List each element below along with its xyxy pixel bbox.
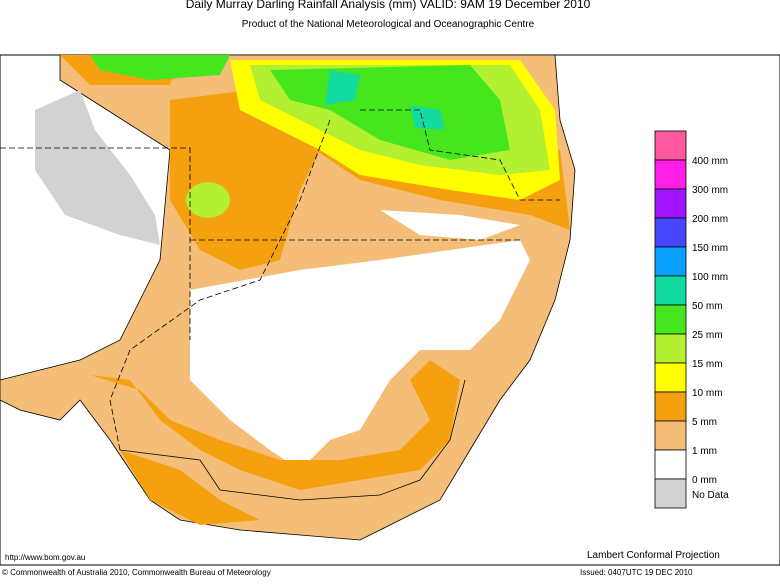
legend-label: 1 mm bbox=[692, 446, 717, 457]
basin-border bbox=[119, 379, 466, 501]
area-0mm bbox=[190, 240, 530, 470]
projection: Lambert Conformal Projection bbox=[587, 550, 720, 561]
source-url: http://www.bom.gov.au bbox=[5, 553, 85, 562]
legend: 400 mm 300 mm 200 mm 150 mm 100 mm 50 mm 25 mm… bbox=[654, 130, 729, 509]
area-50mm bbox=[325, 70, 445, 130]
subtitle: Product of the National Meteorological a… bbox=[242, 19, 535, 30]
legend-swatch bbox=[654, 333, 687, 364]
legend-label: 200 mm bbox=[692, 214, 728, 225]
legend-swatch bbox=[654, 217, 687, 248]
area-15mm bbox=[186, 182, 230, 218]
legend-label: 15 mm bbox=[692, 359, 723, 370]
legend-label: 25 mm bbox=[692, 330, 723, 341]
no-data-area bbox=[35, 90, 160, 245]
legend-label: 300 mm bbox=[692, 185, 728, 196]
legend-swatch bbox=[654, 246, 687, 277]
map bbox=[0, 54, 780, 566]
legend-swatch bbox=[654, 391, 687, 422]
legend-label: 50 mm bbox=[692, 301, 723, 312]
legend-swatch bbox=[654, 275, 687, 306]
legend-label: 0 mm bbox=[692, 475, 717, 486]
legend-label: 150 mm bbox=[692, 243, 728, 254]
legend-swatch bbox=[654, 304, 687, 335]
legend-swatch bbox=[654, 478, 687, 509]
issued: Issued: 0407UTC 19 DEC 2010 bbox=[580, 568, 693, 577]
legend-label: 100 mm bbox=[692, 272, 728, 283]
legend-swatch bbox=[654, 159, 687, 190]
border-line bbox=[0, 109, 560, 451]
legend-label: 5 mm bbox=[692, 417, 717, 428]
legend-label: 10 mm bbox=[692, 388, 723, 399]
legend-swatch bbox=[654, 449, 687, 480]
legend-swatch bbox=[654, 362, 687, 393]
area-5mm bbox=[120, 450, 260, 525]
legend-label: 400 mm bbox=[692, 156, 728, 167]
legend-swatch bbox=[654, 130, 687, 161]
area-5mm bbox=[90, 360, 460, 490]
area-0mm bbox=[380, 210, 520, 240]
title: Daily Murray Darling Rainfall Analysis (… bbox=[186, 0, 591, 11]
copyright: © Commonwealth of Australia 2010, Common… bbox=[2, 568, 271, 577]
legend-swatch bbox=[654, 188, 687, 219]
area-25mm bbox=[90, 55, 230, 80]
legend-swatch bbox=[654, 420, 687, 451]
legend-label: No Data bbox=[692, 490, 729, 501]
